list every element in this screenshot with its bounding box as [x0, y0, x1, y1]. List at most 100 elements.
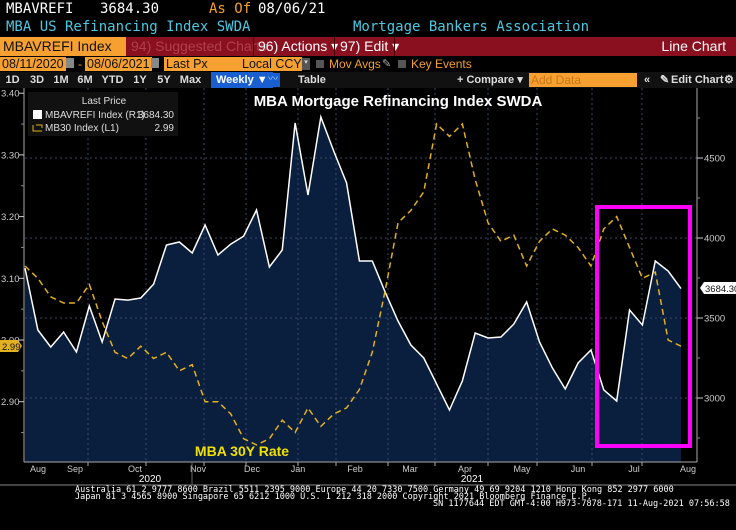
year-label-2021: 2021: [461, 474, 484, 485]
divider: [253, 37, 254, 56]
x-tick-label: Aug: [30, 464, 46, 474]
left-last-tag: [0, 340, 22, 352]
date-separator: -: [78, 57, 82, 71]
x-tick-label: Jul: [628, 464, 640, 474]
period-tab-6m[interactable]: 6M: [77, 74, 93, 86]
period-tabs: 1D 3D 1M 6M YTD 1Y 5Y Max: [0, 72, 205, 88]
date-controls: 08/11/2020 - 08/06/2021 Last Px Local CC…: [0, 57, 736, 72]
mbavrefi-area: [25, 117, 681, 462]
frequency-selector[interactable]: Weekly ▼: [211, 72, 273, 88]
currency-selector[interactable]: Local CCY: [240, 57, 302, 71]
suggested-charts-button[interactable]: 94) Suggested Charts: [131, 38, 268, 54]
x-tick-label: Nov: [190, 464, 207, 474]
legend-swatch-dashed: [32, 124, 43, 132]
chart-title: MBA Mortgage Refinancing Index SWDA: [254, 93, 543, 110]
mov-avgs-label[interactable]: Mov Avgs: [329, 57, 381, 71]
actions-menu[interactable]: 96) Actions ▾: [258, 38, 339, 54]
legend-value-mb30: 2.99: [155, 123, 175, 134]
ticker-symbol: MBAVREFI: [6, 1, 74, 17]
table-tab[interactable]: Table: [298, 74, 326, 86]
security-description: MBA US Refinancing Index SWDA: [6, 19, 251, 35]
x-tick-label: Dec: [244, 464, 261, 474]
end-date-field[interactable]: 08/06/2021: [85, 57, 152, 71]
legend-item-mb30: MB30 Index (L1): [45, 123, 119, 134]
pencil-icon[interactable]: ✎: [382, 58, 392, 70]
highlight-box: [595, 205, 692, 448]
footer-line-1: Australia 61 2 9777 8600 Brazil 5511 239…: [75, 485, 674, 495]
divider: [334, 37, 335, 56]
line-chart-icon[interactable]: 〰: [266, 73, 280, 87]
left-tick-label: 3.10: [1, 274, 20, 285]
x-tick-label: May: [513, 464, 531, 474]
x-tick-label: Apr: [458, 464, 472, 474]
field-selector[interactable]: Last Px: [164, 57, 240, 71]
key-events-checkbox[interactable]: [398, 60, 406, 68]
left-last-value: 2.99: [2, 342, 21, 353]
gridlines-over-area: [25, 88, 697, 462]
left-tick-label: 3.40: [1, 89, 20, 100]
right-last-value: 3684.30: [705, 284, 736, 295]
legend-swatch-white: [33, 110, 42, 119]
pencil-icon[interactable]: ✎: [660, 74, 670, 86]
last-value: 3684.30: [100, 1, 160, 17]
x-tick-label: Jan: [291, 464, 306, 474]
key-events-label[interactable]: Key Events: [411, 57, 472, 71]
x-tick-label: Jun: [571, 464, 586, 474]
security-field[interactable]: MBAVREFI Index: [0, 37, 126, 56]
add-data-input[interactable]: Add Data: [529, 73, 637, 87]
year-label-2020: 2020: [139, 474, 162, 485]
mbavrefi-line: [24, 114, 682, 412]
calendar-icon[interactable]: [66, 58, 74, 68]
mb30-annotation: MBA 30Y Rate: [195, 443, 289, 459]
dropdown-arrow-icon[interactable]: ▾: [302, 58, 310, 70]
legend-header: Last Price: [82, 96, 127, 107]
period-tab-1m[interactable]: 1M: [53, 74, 69, 86]
footer-line-3: SN 1177644 EDT GMT-4:00 H973-7878-171 11…: [433, 499, 730, 509]
menu-bar: MBAVREFI Index 94) Suggested Charts 96) …: [0, 37, 736, 56]
period-tab-3d[interactable]: 3D: [29, 74, 45, 86]
left-tick-label: 2.90: [1, 397, 20, 408]
compare-button[interactable]: + Compare ▾: [457, 74, 523, 86]
period-tab-1d[interactable]: 1D: [5, 74, 20, 86]
calendar-icon[interactable]: [151, 58, 159, 68]
gear-icon[interactable]: ⚙: [724, 74, 734, 86]
right-tick-label: 4000: [704, 234, 725, 245]
data-source: Mortgage Bankers Association: [353, 19, 590, 35]
right-tick-label: 4500: [704, 154, 725, 165]
x-tick-label: Oct: [128, 464, 143, 474]
right-axis-ticks: 4500 4000 3500 3000: [697, 117, 725, 439]
edit-menu[interactable]: 97) Edit ▾: [340, 38, 400, 54]
mb30-line: [24, 122, 682, 446]
x-tick-label: Aug: [680, 464, 696, 474]
x-axis-ticks: Aug Sep Oct Nov Dec Jan Feb Mar Apr May Jun Jul Aug: [30, 462, 696, 474]
legend-item-mbavrefi: MBAVREFI Index (R1): [45, 110, 145, 121]
collapse-button[interactable]: «: [644, 74, 651, 86]
chart: 3.403.303.203.103.002.90 450040003500300…: [0, 88, 736, 486]
right-tick-label: 3500: [704, 314, 725, 325]
x-tick-label: Sep: [67, 464, 83, 474]
legend-value-mbavrefi: 3684.30: [138, 110, 175, 121]
x-tick-label: Feb: [347, 464, 363, 474]
edit-chart-button[interactable]: Edit Chart: [671, 74, 724, 86]
start-date-field[interactable]: 08/11/2020: [0, 57, 66, 71]
chart-type-label: Line Chart: [661, 38, 726, 54]
left-axis-ticks: 3.403.303.203.103.002.90: [1, 89, 24, 434]
period-tab-5y[interactable]: 5Y: [157, 74, 171, 86]
left-tick-label: 3.20: [1, 212, 20, 223]
period-tab-ytd[interactable]: YTD: [101, 74, 124, 86]
as-of-date: 08/06/21: [258, 1, 326, 17]
right-last-tag: [700, 282, 736, 294]
period-tab-1y[interactable]: 1Y: [133, 74, 147, 86]
period-toolbar: 1D 3D 1M 6M YTD 1Y 5Y Max Weekly ▼ 〰 Table + Co…: [0, 72, 736, 88]
as-of-label: As Of: [209, 1, 252, 17]
x-tick-label: Mar: [402, 464, 418, 474]
left-tick-label: 3.30: [1, 150, 20, 161]
right-tick-label: 3000: [704, 394, 725, 405]
footer-line-2: Japan 81 3 4565 8900 Singapore 65 6212 1…: [75, 492, 592, 502]
mov-avgs-checkbox[interactable]: [316, 60, 324, 68]
divider: [394, 37, 395, 56]
description-row: MBA US Refinancing Index SWDA Mortgage B…: [0, 18, 736, 36]
ticker-row: MBAVREFI 3684.30 As Of 08/06/21: [0, 0, 736, 18]
legend-box: [28, 92, 178, 136]
period-tab-max[interactable]: Max: [179, 74, 202, 86]
